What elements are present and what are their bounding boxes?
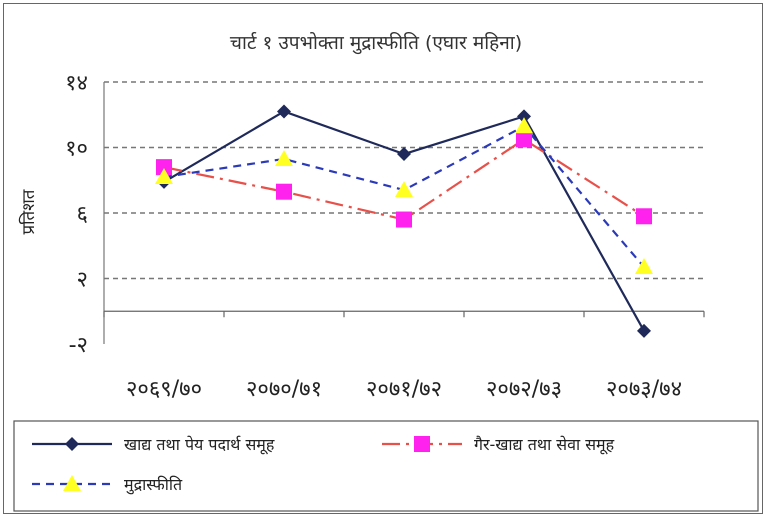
data-point: [515, 117, 533, 134]
data-point: [155, 167, 173, 184]
legend-marker: [63, 475, 81, 491]
data-point: [395, 181, 413, 198]
y-axis-label: प्रतिशत: [18, 189, 39, 234]
legend-marker: [65, 437, 79, 451]
chart-frame: चार्ट १ उपभोक्ता मुद्रास्फीति (एघार महिन…: [3, 3, 763, 514]
y-tick-label: १४: [65, 71, 88, 96]
line-chart: चार्ट १ उपभोक्ता मुद्रास्फीति (एघार महिन…: [13, 31, 759, 512]
data-point: [277, 104, 291, 119]
x-tick-label: २०७०/७१: [246, 377, 322, 402]
data-point: [517, 109, 531, 124]
axes: [103, 82, 705, 344]
data-point: [156, 159, 172, 176]
chart-title: चार्ट १ उपभोक्ता मुद्रास्फीति (एघार महिन…: [230, 31, 522, 55]
x-tick-label: २०७२/७३: [486, 377, 562, 402]
y-tick-label: -२: [69, 333, 88, 358]
x-tick-label: २०७१/७२: [366, 377, 442, 402]
data-point: [275, 149, 293, 166]
legend-label: गैर-खाद्य तथा सेवा समूह: [474, 435, 615, 455]
x-tick-label: २०७३/७४: [606, 377, 682, 402]
data-point: [635, 258, 653, 275]
series-lines: [155, 104, 653, 338]
data-point: [396, 211, 412, 228]
x-tick-labels: २०६९/७० २०७०/७१ २०७१/७२ २०७२/७३ २०७३/७४: [126, 377, 682, 402]
data-point: [276, 183, 292, 200]
legend: खाद्य तथा पेय पदार्थ समूह गैर-खाद्य तथा स…: [13, 420, 759, 512]
legend-label: मुद्रास्फीति: [124, 475, 183, 495]
grid-lines: [104, 81, 704, 280]
data-point: [636, 208, 652, 225]
y-tick-label: ६: [77, 202, 88, 227]
x-tick-label: २०६९/७०: [126, 377, 202, 402]
y-tick-labels: -२ २ ६ १० १४: [65, 71, 88, 358]
legend-marker: [414, 436, 430, 452]
data-point: [397, 147, 411, 162]
legend-label: खाद्य तथा पेय पदार्थ समूह: [124, 435, 275, 455]
data-point: [516, 131, 532, 148]
legend-box: [13, 420, 759, 512]
data-point: [637, 323, 651, 338]
y-tick-label: १०: [65, 137, 88, 162]
y-tick-label: २: [77, 268, 88, 293]
